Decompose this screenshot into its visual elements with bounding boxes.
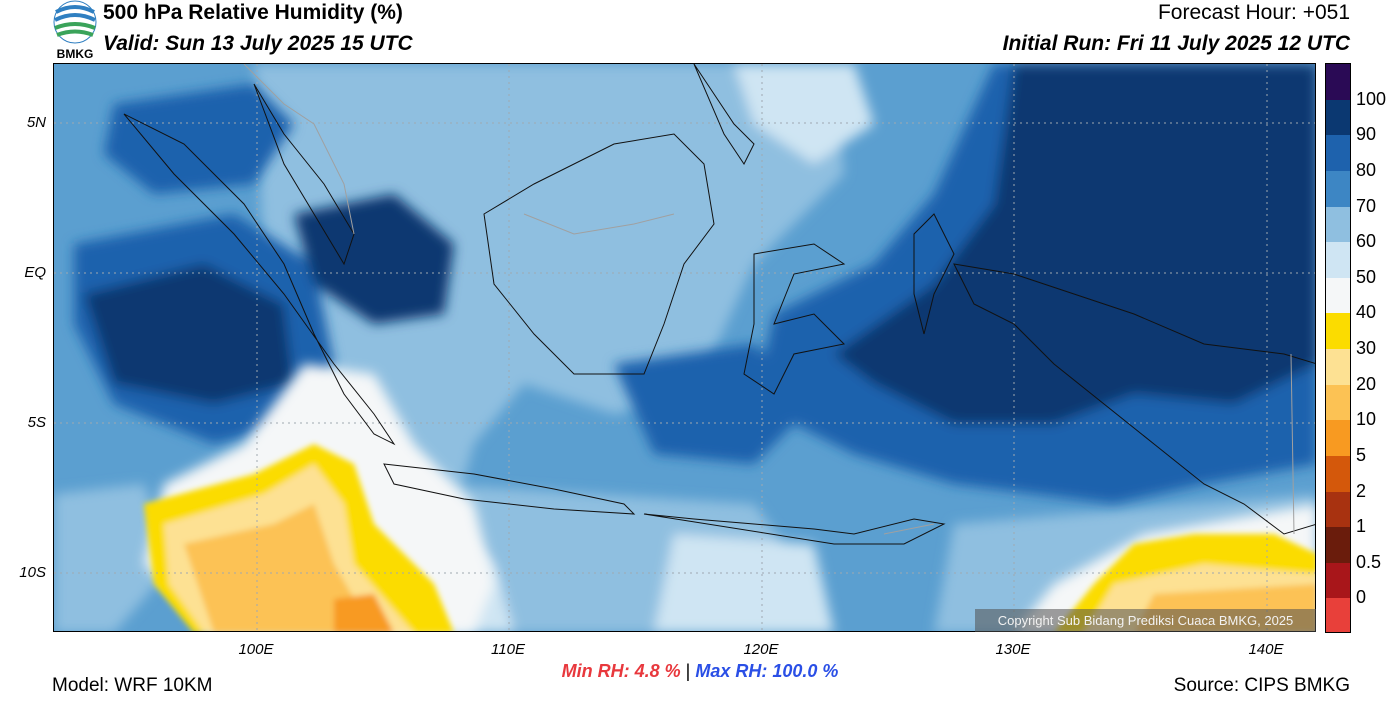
colorbar-segment xyxy=(1326,527,1350,563)
logo-text: BMKG xyxy=(57,47,94,61)
min-max-rh: Min RH: 4.8 % | Max RH: 100.0 % xyxy=(0,661,1400,682)
colorbar-label: 40 xyxy=(1356,302,1377,323)
forecast-hour: Forecast Hour: +051 xyxy=(1157,1,1350,24)
humidity-map-canvas xyxy=(54,64,1315,631)
humidity-field-very-dry xyxy=(144,444,1315,631)
graticule xyxy=(54,64,1315,631)
lat-label-5s: 5S xyxy=(27,414,46,431)
colorbar-segment xyxy=(1326,170,1350,207)
bmkg-logo: BMKG xyxy=(50,0,100,62)
max-rh-value: 100.0 % xyxy=(772,661,839,681)
colorbar-segment xyxy=(1326,277,1350,314)
model-name: Model: WRF 10KM xyxy=(52,675,213,696)
colorbar-segment xyxy=(1326,313,1350,349)
map-title: 500 hPa Relative Humidity (%) xyxy=(103,1,403,24)
colorbar-label: 90 xyxy=(1356,124,1377,145)
humidity-map xyxy=(53,63,1316,632)
colorbar-label: 10 xyxy=(1356,409,1377,430)
lat-label-5n: 5N xyxy=(26,114,46,131)
min-rh-label: Min RH: xyxy=(561,661,630,681)
colorbar-label: 100 xyxy=(1356,88,1387,109)
lat-label-10s: 10S xyxy=(19,564,46,581)
colorbar-segment xyxy=(1326,562,1350,599)
lat-label-eq: EQ xyxy=(24,264,46,281)
colorbar-label: 80 xyxy=(1356,159,1377,180)
colorbar-segment xyxy=(1326,135,1350,171)
coastlines xyxy=(123,64,1315,545)
colorbar-label: 1 xyxy=(1356,516,1367,537)
country-borders xyxy=(243,64,1295,535)
lon-label-100e: 100E xyxy=(238,641,274,658)
colorbar-segment xyxy=(1326,420,1350,456)
colorbar-label: 50 xyxy=(1356,266,1377,287)
min-max-separator: | xyxy=(685,661,691,681)
copyright-notice: Copyright Sub Bidang Prediksi Cuaca BMKG… xyxy=(975,609,1316,632)
colorbar-label: 70 xyxy=(1356,195,1377,216)
colorbar-label: 0.5 xyxy=(1356,551,1382,572)
colorbar-label: 0 xyxy=(1356,587,1367,608)
colorbar-segment xyxy=(1326,206,1350,243)
lon-label-120e: 120E xyxy=(743,641,779,658)
colorbar-segment xyxy=(1326,349,1350,385)
colorbar-label: 30 xyxy=(1356,338,1377,358)
lon-label-110e: 110E xyxy=(491,641,525,658)
min-rh-value: 4.8 % xyxy=(634,661,681,681)
valid-time: Valid: Sun 13 July 2025 15 UTC xyxy=(103,32,413,55)
colorbar-segment xyxy=(1326,99,1350,136)
max-rh-label: Max RH: xyxy=(695,661,768,681)
colorbar-segment xyxy=(1326,64,1350,100)
colorbar-label: 2 xyxy=(1356,480,1367,501)
colorbar-segment xyxy=(1326,598,1350,632)
colorbar xyxy=(1325,63,1351,633)
humidity-field-dark xyxy=(74,64,1315,504)
colorbar-segment xyxy=(1326,384,1350,421)
data-source: Source: CIPS BMKG xyxy=(1173,675,1350,696)
colorbar-label: 20 xyxy=(1356,373,1377,394)
colorbar-label: 5 xyxy=(1356,444,1367,465)
lon-label-130e: 130E xyxy=(995,641,1031,658)
colorbar-segment xyxy=(1326,491,1350,528)
colorbar-segment xyxy=(1326,242,1350,278)
colorbar-label: 60 xyxy=(1356,231,1377,252)
colorbar-segment xyxy=(1326,455,1350,492)
initial-run: Initial Run: Fri 11 July 2025 12 UTC xyxy=(1002,32,1350,55)
lon-label-140e: 140E xyxy=(1248,641,1284,658)
